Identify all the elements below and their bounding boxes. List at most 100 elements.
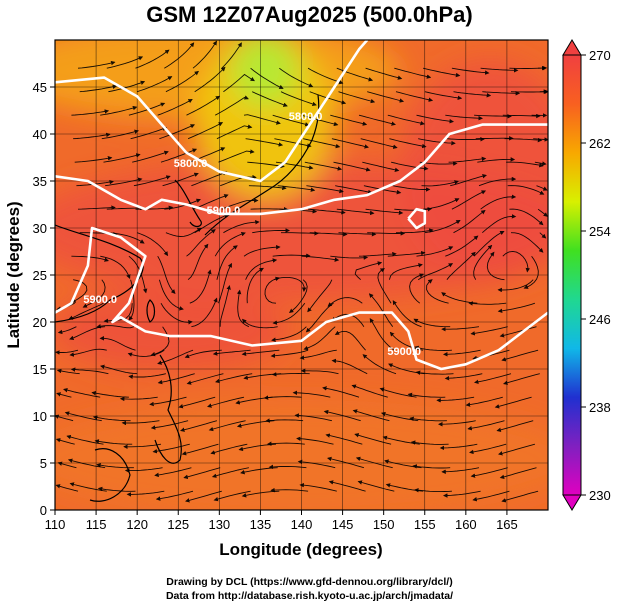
streamline	[365, 208, 404, 215]
streamline	[194, 213, 229, 234]
streamline	[74, 156, 113, 163]
streamline	[158, 279, 184, 311]
contour-line	[55, 40, 369, 183]
streamline	[133, 175, 171, 187]
streamline	[57, 461, 77, 469]
streamline	[410, 440, 449, 445]
streamline	[478, 176, 517, 187]
streamline	[187, 122, 224, 140]
streamline	[160, 148, 198, 163]
streamline	[183, 467, 221, 480]
x-tick-label: 120	[126, 517, 148, 532]
streamline	[150, 420, 189, 430]
streamline	[218, 262, 232, 304]
streamline	[94, 439, 133, 445]
streamline	[445, 114, 483, 121]
streamline	[241, 318, 278, 329]
coast-taiwan	[146, 299, 156, 323]
streamline	[97, 486, 136, 492]
coastlines	[55, 94, 320, 502]
streamline	[108, 80, 146, 93]
streamline	[77, 60, 116, 69]
streamline	[416, 246, 454, 257]
streamline	[272, 302, 306, 325]
contour-label: 5800.0	[174, 158, 208, 170]
streamline	[499, 467, 537, 480]
streamline	[214, 232, 246, 257]
streamline	[351, 384, 388, 398]
streamline	[501, 490, 539, 503]
streamline	[164, 42, 195, 69]
streamline	[271, 372, 310, 377]
streamline	[301, 114, 339, 127]
streamline	[105, 177, 143, 187]
streamline	[194, 66, 226, 93]
streamline	[100, 255, 131, 280]
streamline	[186, 95, 221, 116]
streamline	[331, 138, 369, 149]
streamline	[534, 161, 547, 166]
colorbar-tick-label: 246	[589, 312, 611, 327]
streamline	[189, 269, 212, 304]
x-tick-label: 160	[455, 517, 477, 532]
streamline	[418, 138, 456, 146]
streamline	[189, 147, 226, 163]
streamline	[221, 42, 242, 69]
streamline	[338, 91, 376, 104]
streamline	[123, 443, 162, 450]
streamline	[106, 56, 144, 69]
streamline	[56, 368, 80, 375]
streamline	[178, 396, 216, 409]
streamline	[96, 324, 135, 329]
streamline	[71, 279, 88, 303]
streamline	[246, 267, 264, 304]
streamline	[100, 364, 138, 375]
streamline	[501, 349, 539, 362]
y-tick-label: 45	[33, 80, 47, 95]
x-tick-label: 165	[496, 517, 518, 532]
y-tick-label: 20	[33, 315, 47, 330]
streamline	[354, 433, 392, 445]
streamline	[392, 300, 422, 328]
streamline	[426, 279, 449, 304]
x-tick-label: 130	[208, 517, 230, 532]
streamline	[292, 390, 331, 398]
streamline	[55, 438, 75, 445]
streamline	[413, 318, 451, 328]
streamline	[73, 132, 111, 140]
streamline	[446, 251, 476, 280]
streamline	[288, 279, 308, 314]
streamline	[438, 420, 476, 427]
streamline	[250, 67, 284, 89]
streamline	[308, 208, 346, 215]
streamline	[268, 464, 307, 470]
streamline	[336, 208, 375, 216]
streamline	[304, 161, 343, 171]
streamline	[358, 251, 397, 257]
streamline	[191, 171, 228, 187]
coast-korea	[174, 179, 202, 228]
streamline	[305, 302, 334, 333]
streamline	[243, 244, 281, 257]
streamline	[328, 480, 366, 492]
streamline	[100, 105, 138, 116]
streamline	[387, 114, 425, 126]
streamline	[180, 420, 218, 432]
streamline	[486, 251, 505, 281]
streamline	[212, 349, 251, 356]
streamline	[187, 243, 209, 281]
streamline	[439, 443, 478, 451]
streamline	[252, 228, 290, 234]
streamline	[533, 137, 548, 142]
streamline	[470, 326, 508, 336]
streamline	[124, 467, 163, 473]
south-orange	[55, 400, 548, 510]
contour-label: 5800.0	[289, 111, 323, 123]
streamline	[330, 255, 369, 260]
streamline	[367, 91, 405, 103]
colorbar-tick-label: 262	[589, 136, 611, 151]
streamline	[223, 73, 255, 93]
contour-label: 5900.0	[207, 205, 241, 217]
streamline	[450, 173, 487, 187]
streamline	[216, 245, 238, 280]
